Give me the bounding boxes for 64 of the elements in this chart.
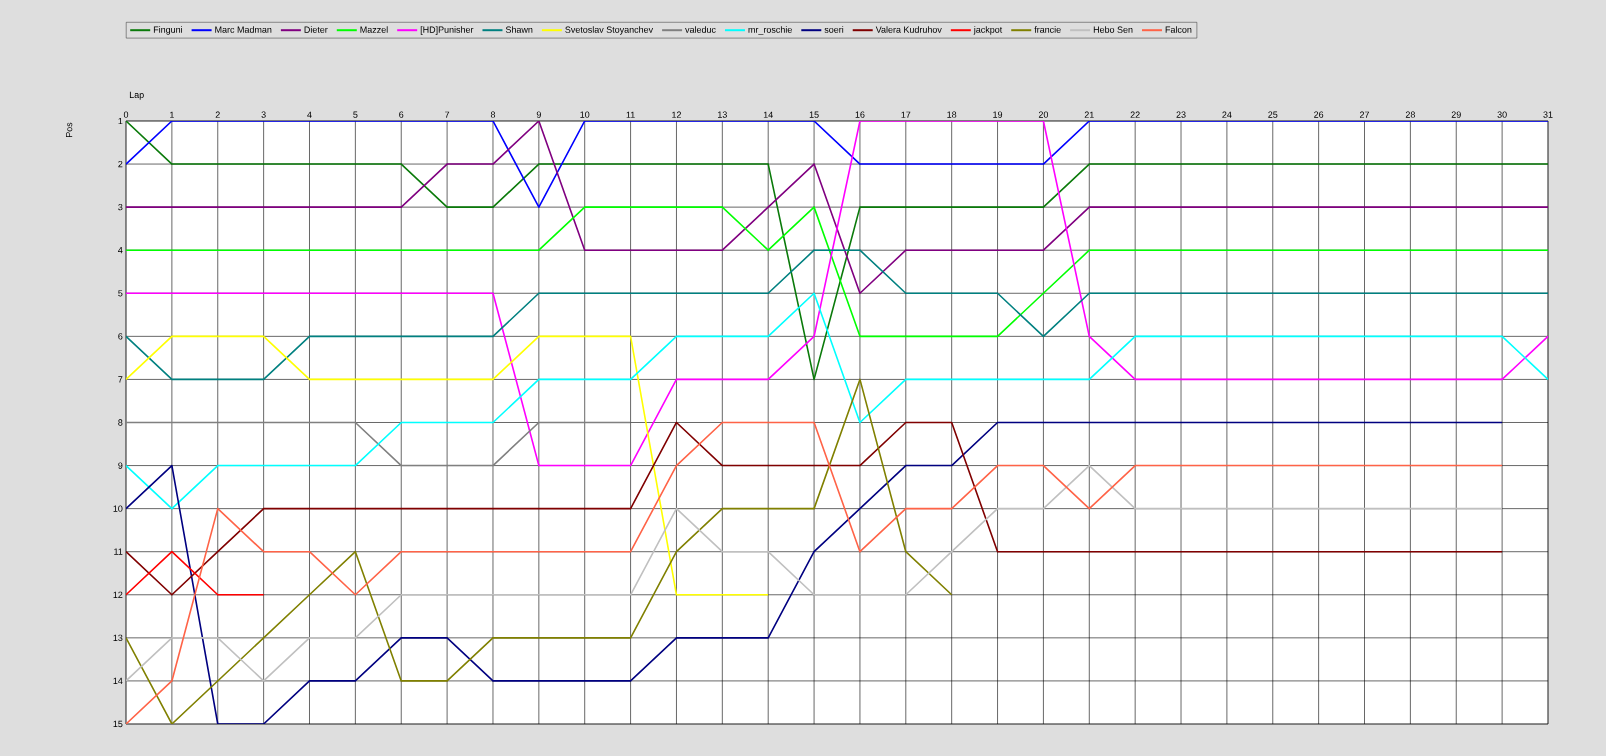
legend-label: francie xyxy=(1034,26,1061,33)
x-tick-label: 11 xyxy=(626,111,635,118)
x-tick-label: 20 xyxy=(1038,111,1049,118)
x-tick-label: 12 xyxy=(672,111,681,118)
y-tick-label: 15 xyxy=(113,720,123,728)
x-tick-label: 17 xyxy=(901,111,911,118)
x-tick-label: 5 xyxy=(353,111,358,118)
y-tick-label: 4 xyxy=(118,247,123,254)
x-tick-label: 18 xyxy=(947,111,957,118)
x-tick-label: 29 xyxy=(1451,111,1461,118)
x-tick-label: 27 xyxy=(1359,111,1370,118)
legend-label: Mazzel xyxy=(360,26,388,33)
x-tick-label: 23 xyxy=(1176,111,1186,118)
y-tick-label: 13 xyxy=(113,634,123,642)
x-tick-label: 6 xyxy=(399,111,404,118)
x-tick-label: 26 xyxy=(1314,111,1324,118)
legend-label: mr_roschie xyxy=(748,26,792,35)
y-tick-label: 9 xyxy=(118,462,123,469)
x-tick-label: 8 xyxy=(490,111,496,118)
legend-label: Falcon xyxy=(1165,26,1192,33)
x-tick-label: 31 xyxy=(1543,111,1553,118)
x-tick-label: 15 xyxy=(809,111,819,118)
x-tick-label: 28 xyxy=(1405,111,1415,118)
legend-label: Finguni xyxy=(153,26,182,35)
y-tick-label: 3 xyxy=(118,203,123,211)
x-tick-label: 16 xyxy=(855,111,865,118)
x-tick-label: 22 xyxy=(1130,111,1140,118)
y-axis-title: Pos xyxy=(66,122,73,138)
x-tick-label: 19 xyxy=(993,111,1003,118)
y-tick-label: 14 xyxy=(113,677,123,684)
legend-label: Hebo Sen xyxy=(1093,26,1133,33)
legend-label: valeduc xyxy=(685,26,716,33)
x-tick-label: 1 xyxy=(170,111,174,118)
x-tick-label: 24 xyxy=(1222,111,1232,118)
x-tick-label: 0 xyxy=(123,111,129,118)
x-axis-title: Lap xyxy=(129,91,144,100)
x-tick-label: 30 xyxy=(1497,111,1507,118)
legend-label: Svetoslav Stoyanchev xyxy=(565,26,654,35)
x-tick-label: 21 xyxy=(1084,111,1094,118)
y-tick-label: 10 xyxy=(113,505,123,512)
x-tick-label: 3 xyxy=(261,111,266,118)
y-tick-label: 8 xyxy=(118,419,123,426)
y-tick-label: 11 xyxy=(114,548,123,555)
x-tick-label: 14 xyxy=(763,111,773,118)
y-tick-label: 6 xyxy=(118,333,123,340)
x-tick-label: 10 xyxy=(580,111,590,118)
legend-label: Dieter xyxy=(304,26,328,33)
y-tick-label: 1 xyxy=(118,117,123,125)
y-tick-label: 5 xyxy=(118,290,123,297)
legend-label: [HD]Punisher xyxy=(420,26,474,35)
x-tick-label: 25 xyxy=(1268,111,1278,118)
x-tick-label: 2 xyxy=(215,111,220,118)
legend-label: Valera Kudruhov xyxy=(875,26,942,33)
x-tick-label: 4 xyxy=(307,111,312,118)
y-tick-label: 2 xyxy=(118,160,123,168)
legend-label: Shawn xyxy=(505,26,533,33)
x-tick-label: 7 xyxy=(445,111,450,118)
legend-label: Marc Madman xyxy=(215,26,272,33)
x-tick-label: 9 xyxy=(536,111,541,118)
x-tick-label: 13 xyxy=(718,111,727,118)
legend-label: soeri xyxy=(824,26,844,33)
legend-label: jackpot xyxy=(973,26,1003,35)
y-tick-label: 7 xyxy=(118,376,123,383)
y-tick-label: 12 xyxy=(113,591,123,598)
